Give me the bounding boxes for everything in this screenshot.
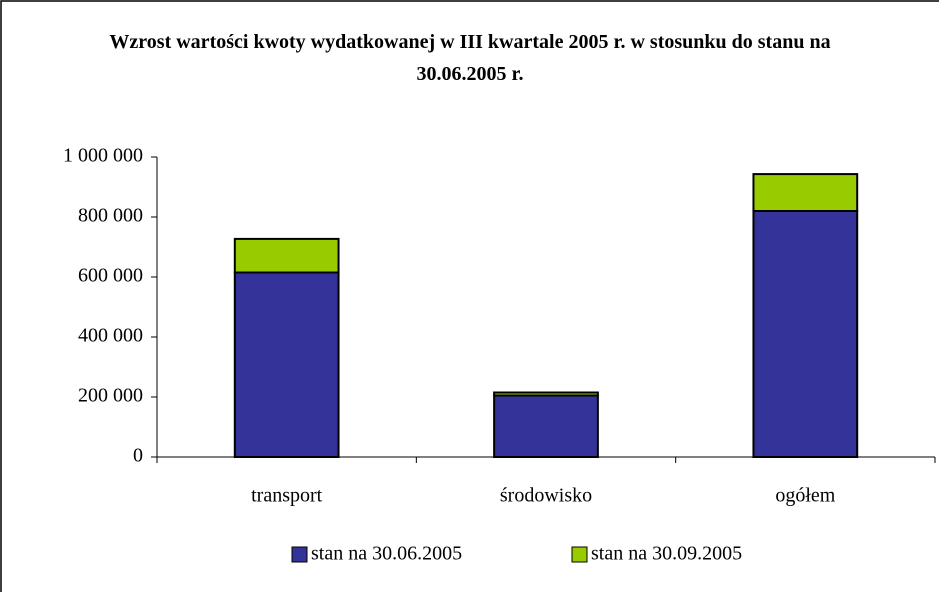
y-tick-label: 0 <box>133 445 143 467</box>
bar-segment <box>752 173 859 213</box>
x-tick-label: ogółem <box>775 485 835 507</box>
bar-segment <box>493 394 599 458</box>
y-tick-label: 400 000 <box>78 325 143 347</box>
y-tick-label: 200 000 <box>78 385 143 407</box>
bar-segment <box>752 210 859 458</box>
legend-label: stan na 30.06.2005 <box>311 543 462 565</box>
chart-title: Wzrost wartości kwoty wydatkowanej w III… <box>109 31 831 85</box>
y-tick-label: 600 000 <box>78 265 143 287</box>
y-tick-label: 800 000 <box>78 205 143 227</box>
x-tick-label: środowisko <box>500 485 592 507</box>
legend-swatch <box>291 546 308 563</box>
bar-segment <box>493 391 599 397</box>
y-tick-label: 1 000 000 <box>63 145 143 167</box>
legend-swatch <box>571 546 588 563</box>
bar-segment <box>233 237 340 274</box>
x-tick-label: transport <box>251 485 323 507</box>
legend-label: stan na 30.09.2005 <box>591 543 742 565</box>
bar-segment <box>233 271 340 458</box>
